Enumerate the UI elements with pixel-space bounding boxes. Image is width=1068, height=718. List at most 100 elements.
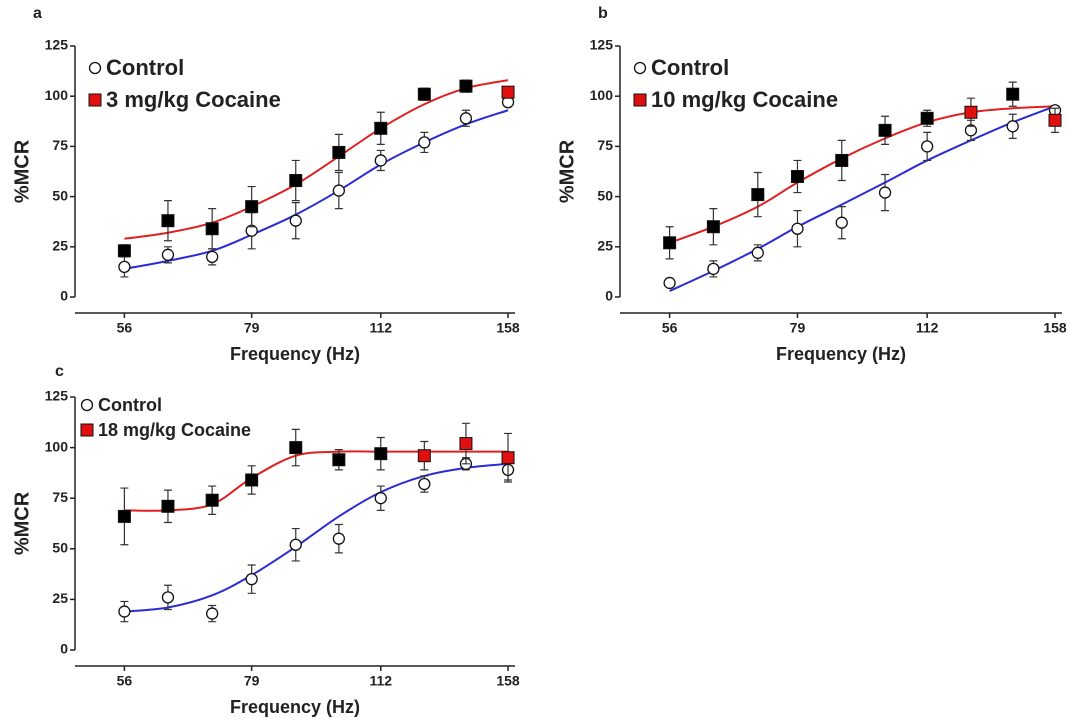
x-tick-label: 158 [496,320,520,336]
data-point [289,214,302,227]
data-point [790,170,804,184]
y-tick-label: 50 [52,540,68,556]
data-point [245,473,259,487]
legend-marker [80,398,94,412]
x-axis-label: Frequency (Hz) [230,697,360,717]
data-point [921,140,934,153]
data-point [920,111,934,125]
data-point [706,220,720,234]
data-point [417,449,431,463]
data-point [791,222,804,235]
legend-marker [633,61,647,75]
data-point [374,121,388,135]
y-tick-label: 75 [597,137,613,153]
fit-curve [124,462,509,613]
y-tick-label: 125 [590,37,614,53]
y-axis-label: %MCR [11,491,33,555]
data-point [161,591,175,604]
legend-label: Control [98,395,162,415]
y-tick-label: 100 [45,438,69,454]
x-tick-label: 56 [117,673,133,689]
legend-marker [88,61,102,75]
x-tick-label: 112 [916,320,939,336]
panel-letter: b [598,5,608,22]
data-point [964,105,978,119]
data-point [417,87,431,101]
legend-marker [80,423,94,437]
data-point [835,153,849,167]
y-tick-label: 0 [60,641,68,657]
y-axis-label: %MCR [11,139,33,203]
legend-label: 10 mg/kg Cocaine [651,87,838,112]
data-point [459,79,473,93]
fit-curve [669,105,1056,244]
panel-letter: c [55,363,64,380]
data-point [332,453,346,467]
data-point [205,222,219,236]
data-point [1006,87,1020,101]
y-tick-label: 100 [45,87,69,103]
data-point [161,214,175,228]
data-point [751,246,764,259]
data-point [707,262,720,276]
data-point [501,451,515,465]
data-point [878,123,892,137]
data-point [418,136,431,149]
legend-marker [633,93,647,107]
data-point [663,276,676,290]
y-tick-label: 0 [605,288,613,304]
data-point [332,532,346,545]
y-tick-label: 25 [597,238,613,254]
x-tick-label: 158 [496,673,520,689]
fit-curve [124,450,509,512]
data-point [1048,113,1062,127]
data-point [332,184,346,197]
y-tick-label: 0 [60,288,68,304]
y-axis-label: %MCR [556,139,578,203]
data-point [878,186,892,199]
data-point [118,605,131,618]
y-tick-label: 75 [52,489,68,505]
data-point [245,200,259,214]
y-tick-label: 75 [52,137,68,153]
x-axis-label: Frequency (Hz) [776,344,906,364]
fit-curve [124,109,509,270]
fit-curve [669,105,1056,292]
y-tick-label: 25 [52,590,68,606]
data-point [289,538,302,551]
x-tick-label: 112 [369,320,392,336]
fit-curve [124,79,509,240]
data-point [205,493,219,507]
data-point [161,499,175,513]
data-point [751,188,765,202]
y-tick-label: 125 [45,37,69,53]
x-axis-label: Frequency (Hz) [230,344,360,364]
x-tick-label: 56 [662,320,678,336]
data-point [245,573,258,586]
y-tick-label: 25 [52,238,68,254]
x-tick-label: 112 [369,673,392,689]
data-point [289,441,303,455]
data-point [501,85,515,99]
data-point [374,154,387,167]
panel-letter: a [33,5,42,22]
x-tick-label: 79 [244,320,260,336]
data-point [459,437,473,451]
data-point [117,509,131,523]
legend-label: 18 mg/kg Cocaine [98,420,251,440]
data-point [206,250,219,263]
legend-label: 3 mg/kg Cocaine [106,87,281,112]
y-tick-label: 100 [590,87,614,103]
data-point [289,174,303,188]
data-point [332,145,346,159]
data-point [459,112,473,125]
data-point [206,607,219,620]
y-tick-label: 125 [45,388,69,404]
data-point [663,236,677,250]
data-point [161,248,175,261]
y-tick-label: 50 [52,187,68,203]
data-point [374,492,387,505]
x-tick-label: 158 [1043,320,1067,336]
x-tick-label: 79 [244,673,260,689]
